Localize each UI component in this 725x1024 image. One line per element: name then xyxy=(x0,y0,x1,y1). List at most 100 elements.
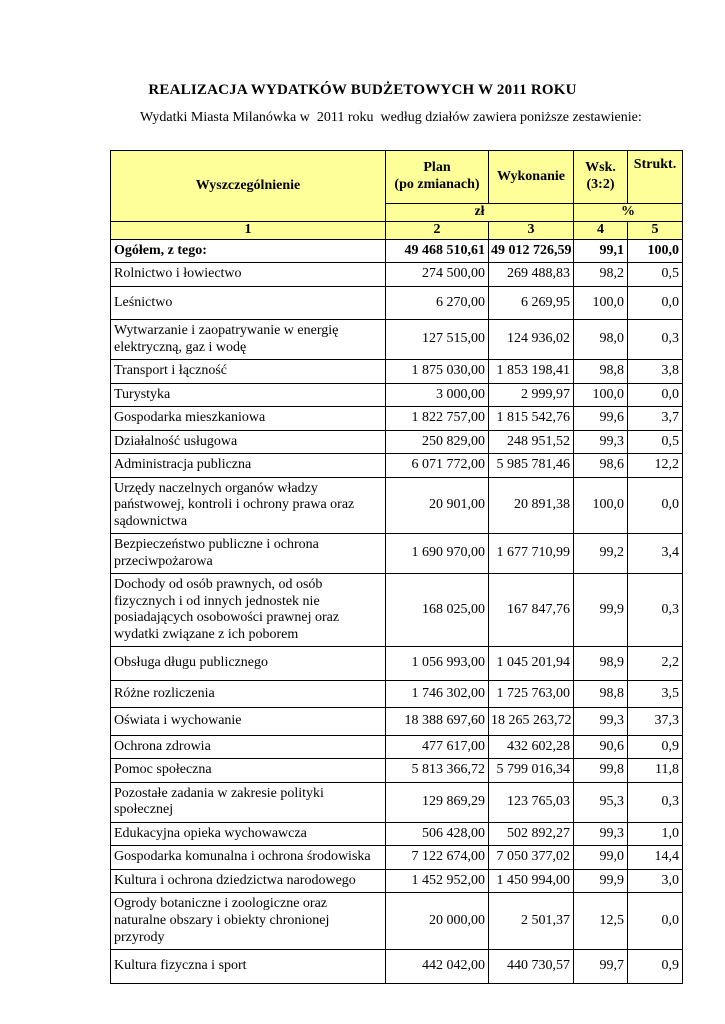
row-label: Dochody od osób prawnych, od osób fizycz… xyxy=(110,573,386,648)
wykonanie-value: 6 269,95 xyxy=(488,285,574,321)
plan-value: 1 452 952,00 xyxy=(385,868,489,894)
header-wyszczegolnienie: Wyszczególnienie xyxy=(110,150,386,222)
plan-value: 6 071 772,00 xyxy=(385,453,489,478)
column-number-1: 1 xyxy=(110,221,386,240)
plan-value: 442 042,00 xyxy=(385,949,489,984)
wsk-value: 98,0 xyxy=(573,319,628,361)
wykonanie-value: 1 045 201,94 xyxy=(488,646,574,681)
plan-value: 1 056 993,00 xyxy=(385,646,489,681)
table-row: Edukacyjna opieka wychowawcza 506 428,00 5… xyxy=(110,821,683,847)
row-label: Obsługa długu publicznego xyxy=(110,646,386,681)
header-strukt: Strukt. xyxy=(627,150,683,204)
plan-value: 1 746 302,00 xyxy=(385,679,489,709)
wykonanie-value: 1 815 542,76 xyxy=(488,406,574,431)
wsk-value: 100,0 xyxy=(573,382,628,408)
row-label: Gospodarka komunalna i ochrona środowisk… xyxy=(110,845,386,870)
strukt-value: 0,9 xyxy=(627,949,683,984)
wykonanie-value: 1 853 198,41 xyxy=(488,359,574,384)
plan-value: 6 270,00 xyxy=(385,285,489,321)
wykonanie-value: 2 999,97 xyxy=(488,382,574,408)
plan-value: 1 875 030,00 xyxy=(385,359,489,384)
plan-value: 274 500,00 xyxy=(385,262,489,287)
plan-value: 127 515,00 xyxy=(385,319,489,361)
table-row: Gospodarka mieszkaniowa 1 822 757,00 1 815… xyxy=(110,406,683,431)
strukt-value: 37,3 xyxy=(627,707,683,736)
wsk-value: 98,6 xyxy=(573,453,628,478)
wykonanie-value: 123 765,03 xyxy=(488,781,574,823)
header-unit-percent: % xyxy=(573,203,683,222)
wsk-value: 99,1 xyxy=(573,238,628,264)
wykonanie-value: 18 265 263,72 xyxy=(488,707,574,736)
wykonanie-value: 20 891,38 xyxy=(488,476,574,535)
header-row-column-numbers: 1 2 3 4 5 xyxy=(110,221,683,240)
wykonanie-value: 269 488,83 xyxy=(488,262,574,287)
wsk-value: 99,3 xyxy=(573,821,628,847)
wykonanie-value: 49 012 726,59 xyxy=(488,238,574,264)
strukt-value: 12,2 xyxy=(627,453,683,478)
strukt-value: 0,3 xyxy=(627,319,683,361)
header-plan: Plan (po zmianach) xyxy=(385,150,489,204)
wsk-value: 98,9 xyxy=(573,646,628,681)
strukt-value: 0,5 xyxy=(627,429,683,455)
table-body: Ogółem, z tego: 49 468 510,61 49 012 726,5… xyxy=(110,238,683,984)
wsk-value: 99,0 xyxy=(573,845,628,870)
wykonanie-value: 7 050 377,02 xyxy=(488,845,574,870)
header-wsk: Wsk. (3:2) xyxy=(573,150,628,204)
wsk-value: 99,7 xyxy=(573,949,628,984)
table-row: Bezpieczeństwo publiczne i ochrona przec… xyxy=(110,533,683,575)
wsk-value: 99,9 xyxy=(573,868,628,894)
strukt-value: 3,7 xyxy=(627,406,683,431)
wykonanie-value: 1 725 763,00 xyxy=(488,679,574,709)
row-label: Ogółem, z tego: xyxy=(110,238,386,264)
wsk-value: 99,9 xyxy=(573,573,628,648)
plan-value: 49 468 510,61 xyxy=(385,238,489,264)
row-label: Edukacyjna opieka wychowawcza xyxy=(110,821,386,847)
wsk-value: 99,8 xyxy=(573,758,628,783)
plan-value: 168 025,00 xyxy=(385,573,489,648)
table-header: Wyszczególnienie Plan (po zmianach) Wyko… xyxy=(110,150,683,240)
column-number-5: 5 xyxy=(627,221,683,240)
strukt-value: 11,8 xyxy=(627,758,683,783)
wsk-value: 99,3 xyxy=(573,707,628,736)
table-row: Wytwarzanie i zaopatrywanie w energię el… xyxy=(110,319,683,361)
table-row: Pomoc społeczna 5 813 366,72 5 799 016,34 9… xyxy=(110,758,683,783)
wykonanie-value: 167 847,76 xyxy=(488,573,574,648)
table-row: Dochody od osób prawnych, od osób fizycz… xyxy=(110,573,683,648)
page-subtitle: Wydatki Miasta Milanówka w 2011 roku wed… xyxy=(140,110,642,125)
strukt-value: 14,4 xyxy=(627,845,683,870)
row-label: Oświata i wychowanie xyxy=(110,707,386,736)
strukt-value: 1,0 xyxy=(627,821,683,847)
strukt-value: 0,0 xyxy=(627,892,683,951)
row-label: Kultura i ochrona dziedzictwa narodowego xyxy=(110,868,386,894)
table-row: Różne rozliczenia 1 746 302,00 1 725 763,0… xyxy=(110,679,683,709)
row-label: Gospodarka mieszkaniowa xyxy=(110,406,386,431)
table-row: Leśnictwo 6 270,00 6 269,95 100,0 0,0 xyxy=(110,285,683,321)
header-row-labels: Wyszczególnienie Plan (po zmianach) Wyko… xyxy=(110,150,683,222)
plan-value: 7 122 674,00 xyxy=(385,845,489,870)
table-row: Ogrody botaniczne i zoologiczne oraz nat… xyxy=(110,892,683,951)
plan-value: 250 829,00 xyxy=(385,429,489,455)
plan-value: 5 813 366,72 xyxy=(385,758,489,783)
wsk-value: 12,5 xyxy=(573,892,628,951)
wykonanie-value: 1 450 994,00 xyxy=(488,868,574,894)
strukt-value: 100,0 xyxy=(627,238,683,264)
row-label: Pomoc społeczna xyxy=(110,758,386,783)
row-label: Ochrona zdrowia xyxy=(110,734,386,760)
wsk-value: 98,8 xyxy=(573,359,628,384)
wsk-value: 98,8 xyxy=(573,679,628,709)
wykonanie-value: 2 501,37 xyxy=(488,892,574,951)
row-label: Działalność usługowa xyxy=(110,429,386,455)
strukt-value: 0,3 xyxy=(627,573,683,648)
wsk-value: 99,6 xyxy=(573,406,628,431)
row-label: Leśnictwo xyxy=(110,285,386,321)
strukt-value: 3,0 xyxy=(627,868,683,894)
plan-value: 477 617,00 xyxy=(385,734,489,760)
table-row: Rolnictwo i łowiectwo 274 500,00 269 488,8… xyxy=(110,262,683,287)
strukt-value: 0,5 xyxy=(627,262,683,287)
plan-value: 18 388 697,60 xyxy=(385,707,489,736)
column-number-3: 3 xyxy=(488,221,574,240)
table-row: Ochrona zdrowia 477 617,00 432 602,28 90,6 0… xyxy=(110,734,683,760)
strukt-value: 3,5 xyxy=(627,679,683,709)
plan-value: 20 000,00 xyxy=(385,892,489,951)
